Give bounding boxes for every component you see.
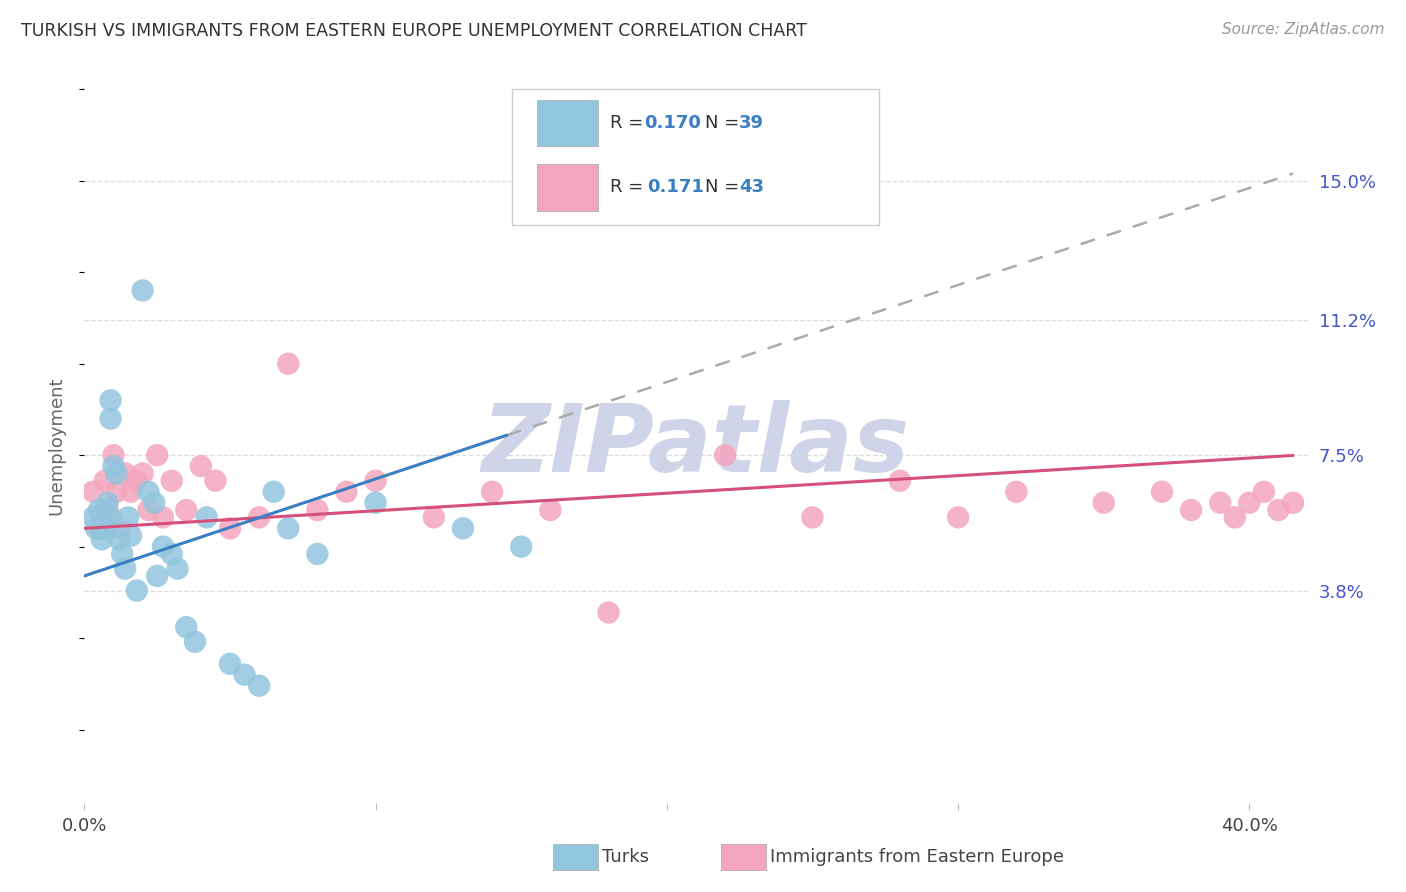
FancyBboxPatch shape <box>537 100 598 146</box>
Point <box>423 510 446 524</box>
Y-axis label: Unemployment: Unemployment <box>48 376 66 516</box>
Point <box>1267 503 1289 517</box>
Text: TURKISH VS IMMIGRANTS FROM EASTERN EUROPE UNEMPLOYMENT CORRELATION CHART: TURKISH VS IMMIGRANTS FROM EASTERN EUROP… <box>21 22 807 40</box>
Point <box>364 474 387 488</box>
Point <box>204 474 226 488</box>
Point <box>120 484 142 499</box>
Point <box>138 484 160 499</box>
Point <box>152 510 174 524</box>
Point <box>1253 484 1275 499</box>
Text: Source: ZipAtlas.com: Source: ZipAtlas.com <box>1222 22 1385 37</box>
Text: 43: 43 <box>738 178 763 196</box>
Text: Immigrants from Eastern Europe: Immigrants from Eastern Europe <box>770 848 1064 866</box>
Point <box>219 657 242 671</box>
Point <box>111 547 134 561</box>
Point <box>90 533 112 547</box>
Text: R =: R = <box>610 178 655 196</box>
Text: 0.170: 0.170 <box>644 114 702 132</box>
Point <box>277 521 299 535</box>
Point <box>103 459 125 474</box>
Point <box>307 547 329 561</box>
Point <box>219 521 242 535</box>
Point <box>100 510 122 524</box>
Point <box>195 510 218 524</box>
Point <box>1209 496 1232 510</box>
Point <box>125 474 148 488</box>
Text: N =: N = <box>704 178 745 196</box>
Point <box>451 521 474 535</box>
Point <box>1223 510 1246 524</box>
Point <box>138 503 160 517</box>
Text: N =: N = <box>704 114 745 132</box>
FancyBboxPatch shape <box>513 89 880 225</box>
Point <box>97 496 120 510</box>
Text: 39: 39 <box>738 114 763 132</box>
Point <box>82 484 104 499</box>
FancyBboxPatch shape <box>537 164 598 211</box>
Point <box>114 467 136 481</box>
Point <box>100 393 122 408</box>
Point <box>105 484 128 499</box>
Point <box>307 503 329 517</box>
Point <box>233 667 256 681</box>
Point <box>598 606 620 620</box>
Point <box>125 583 148 598</box>
Point <box>1150 484 1173 499</box>
Point <box>84 521 107 535</box>
Point <box>277 357 299 371</box>
Point <box>1239 496 1261 510</box>
Point <box>190 459 212 474</box>
Point <box>176 620 198 634</box>
Text: Turks: Turks <box>602 848 648 866</box>
Point <box>510 540 533 554</box>
Point <box>108 533 131 547</box>
Point <box>166 561 188 575</box>
Point <box>108 521 131 535</box>
Point <box>335 484 357 499</box>
Point <box>117 510 139 524</box>
Point <box>184 634 207 648</box>
Point <box>714 448 737 462</box>
Point <box>247 679 270 693</box>
Point <box>114 561 136 575</box>
Point <box>176 503 198 517</box>
Point <box>131 467 153 481</box>
Point <box>364 496 387 510</box>
Point <box>143 496 166 510</box>
Point <box>481 484 503 499</box>
Point <box>90 521 112 535</box>
Point <box>1180 503 1202 517</box>
Point <box>93 517 117 532</box>
Point <box>105 467 128 481</box>
Point <box>1282 496 1305 510</box>
Point <box>103 448 125 462</box>
Point <box>247 510 270 524</box>
Point <box>87 503 110 517</box>
Point <box>946 510 969 524</box>
Text: ZIPatlas: ZIPatlas <box>482 400 910 492</box>
Point <box>97 521 120 535</box>
Point <box>93 474 117 488</box>
Text: R =: R = <box>610 114 650 132</box>
Point <box>146 569 169 583</box>
Point <box>82 510 104 524</box>
Point <box>87 521 110 535</box>
Point <box>801 510 824 524</box>
Point <box>120 529 142 543</box>
Point <box>131 284 153 298</box>
Point <box>160 474 183 488</box>
Point <box>152 540 174 554</box>
Point <box>97 503 120 517</box>
Point <box>889 474 911 488</box>
Point <box>263 484 285 499</box>
Point <box>100 510 122 524</box>
Point <box>146 448 169 462</box>
Point <box>538 503 561 517</box>
Point <box>1005 484 1028 499</box>
Text: 0.171: 0.171 <box>647 178 704 196</box>
Point <box>100 411 122 425</box>
Point <box>93 503 117 517</box>
Point <box>160 547 183 561</box>
Point <box>1092 496 1115 510</box>
